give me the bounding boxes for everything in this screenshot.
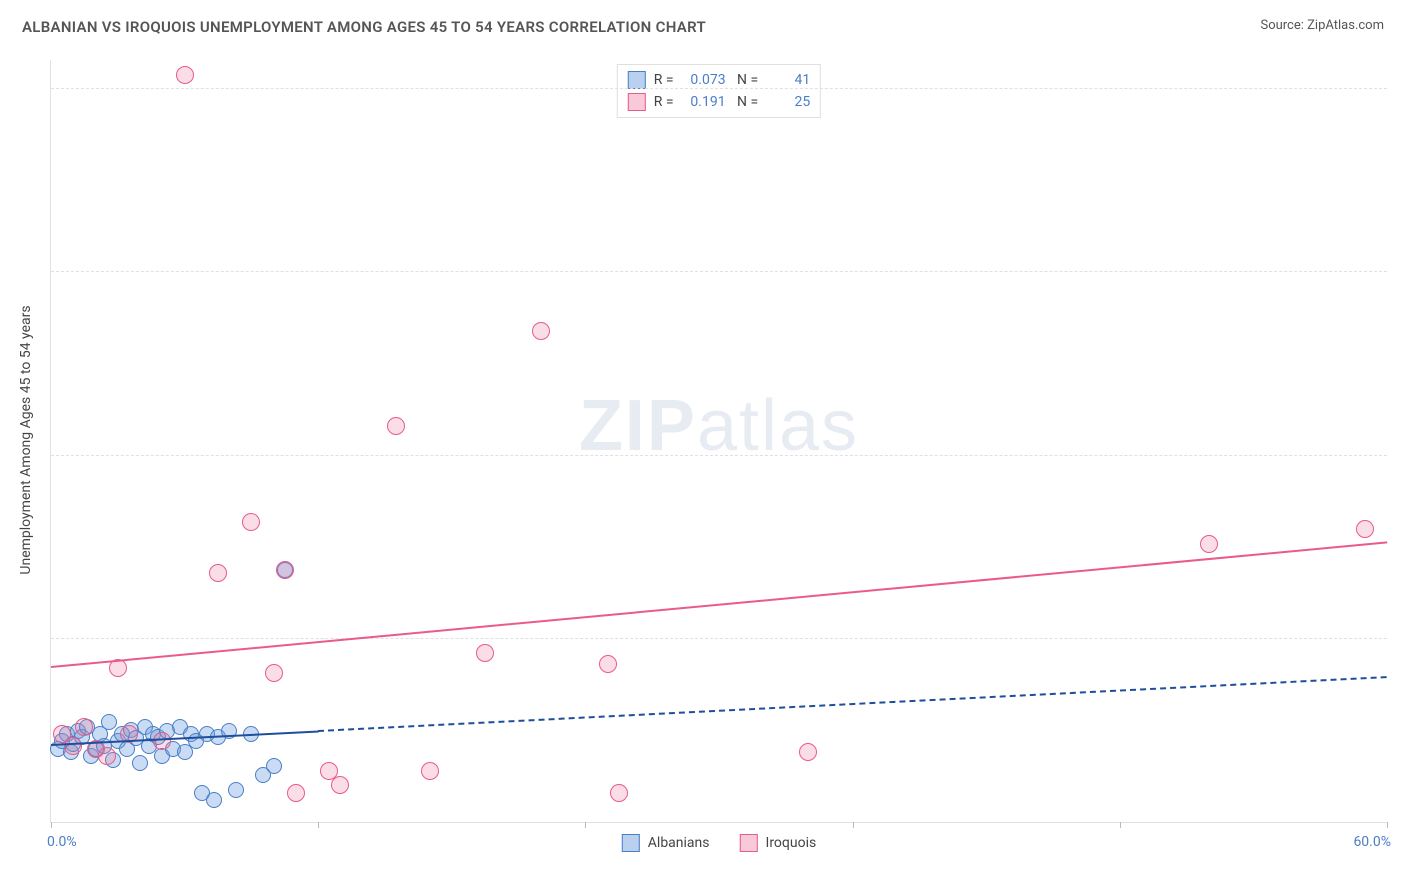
data-point (266, 758, 282, 774)
x-max-label: 60.0% (1353, 834, 1391, 850)
data-point (1356, 520, 1374, 538)
data-point (75, 718, 93, 736)
stats-box: R = 0.073 N = 41 R = 0.191 N = 25 (617, 64, 821, 118)
x-tick (853, 822, 854, 828)
data-point (599, 655, 617, 673)
data-point (153, 732, 171, 750)
y-tick-label: 50.0% (1392, 65, 1406, 81)
trend-line (318, 676, 1387, 732)
x-min-label: 0.0% (47, 834, 77, 850)
r-label: R = (654, 91, 674, 113)
data-point (101, 714, 117, 730)
legend: Albanians Iroquois (622, 834, 816, 852)
legend-item-iroquois: Iroquois (740, 834, 817, 852)
legend-item-albanians: Albanians (622, 834, 710, 852)
data-point (287, 784, 305, 802)
legend-label-albanians: Albanians (648, 835, 710, 851)
data-point (209, 564, 227, 582)
y-axis-label: Unemployment Among Ages 45 to 54 years (18, 305, 34, 574)
gridline (51, 455, 1387, 456)
y-tick-label: 37.5% (1392, 248, 1406, 264)
x-tick (1387, 822, 1388, 828)
data-point (331, 776, 349, 794)
r-value-iroquois: 0.191 (682, 91, 726, 113)
data-point (176, 66, 194, 84)
data-point (476, 644, 494, 662)
x-tick (318, 822, 319, 828)
source-label: Source: ZipAtlas.com (1260, 18, 1384, 33)
data-point (206, 792, 222, 808)
y-tick-label: 12.5% (1392, 615, 1406, 631)
data-point (276, 561, 294, 579)
x-tick (1120, 822, 1121, 828)
legend-swatch-albanians (622, 834, 640, 852)
legend-label-iroquois: Iroquois (766, 835, 817, 851)
data-point (387, 417, 405, 435)
n-value-iroquois: 25 (766, 91, 810, 113)
gridline (51, 271, 1387, 272)
x-tick (51, 822, 52, 828)
y-tick-label: 25.0% (1392, 432, 1406, 448)
data-point (64, 737, 82, 755)
data-point (421, 762, 439, 780)
x-tick (585, 822, 586, 828)
n-label: N = (734, 91, 759, 113)
swatch-albanians (628, 71, 646, 89)
gridline (51, 638, 1387, 639)
data-point (610, 784, 628, 802)
swatch-iroquois (628, 93, 646, 111)
chart-title: ALBANIAN VS IROQUOIS UNEMPLOYMENT AMONG … (22, 18, 706, 36)
data-point (242, 513, 260, 531)
plot-area: ZIPatlas R = 0.073 N = 41 R = 0.191 N = … (50, 60, 1387, 823)
data-point (1200, 535, 1218, 553)
trend-line (51, 542, 1387, 669)
data-point (799, 743, 817, 761)
data-point (98, 747, 116, 765)
stats-row-iroquois: R = 0.191 N = 25 (628, 91, 810, 113)
legend-swatch-iroquois (740, 834, 758, 852)
data-point (132, 755, 148, 771)
data-point (532, 322, 550, 340)
data-point (228, 782, 244, 798)
gridline (51, 88, 1387, 89)
data-point (265, 664, 283, 682)
